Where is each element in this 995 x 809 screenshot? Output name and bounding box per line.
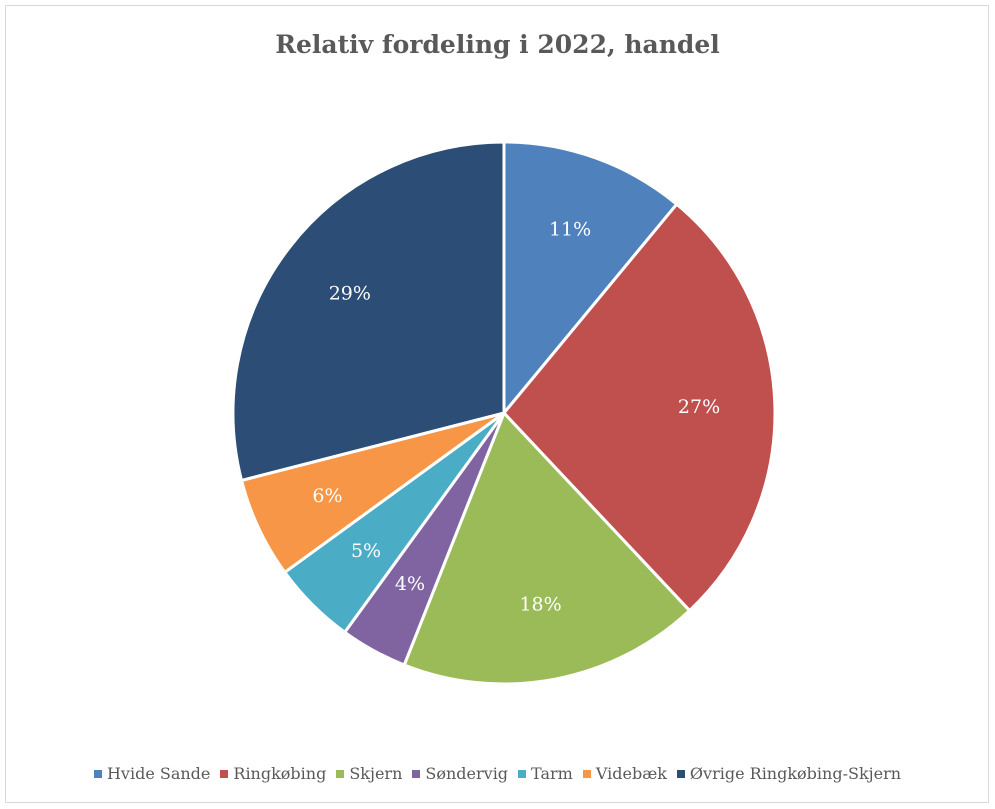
chart-title: Relativ fordeling i 2022, handel — [275, 30, 720, 59]
legend-item-skjern: Skjern — [336, 764, 402, 783]
legend-swatch — [220, 769, 229, 778]
legend-swatch — [582, 769, 591, 778]
pie-slice-ringkøbing — [502, 202, 777, 613]
data-label-skjern: 18% — [519, 594, 561, 616]
data-label-videbæk: 6% — [312, 485, 342, 507]
legend-label: Øvrige Ringkøbing-Skjern — [689, 764, 902, 783]
data-label-søndervig: 4% — [395, 573, 425, 595]
data-label-øvrige-ringkøbing-skjern: 29% — [329, 282, 371, 304]
legend-label: Ringkøbing — [233, 764, 327, 783]
legend-swatch — [518, 769, 527, 778]
legend-item-ringkøbing: Ringkøbing — [220, 764, 326, 783]
legend-label: Tarm — [531, 764, 573, 783]
pie-slice-skjern — [402, 411, 692, 686]
legend-swatch — [93, 769, 102, 778]
data-label-tarm: 5% — [351, 540, 381, 562]
legend-label: Skjern — [349, 764, 403, 783]
legend-item-øvrige-ringkøbing-skjern: Øvrige Ringkøbing-Skjern — [676, 764, 902, 783]
pie-slice-øvrige-ringkøbing-skjern — [231, 140, 506, 482]
legend-item-hvide-sande: Hvide Sande — [93, 764, 211, 783]
legend-label: Hvide Sande — [106, 764, 211, 783]
legend-swatch — [336, 769, 345, 778]
pie-slice-hvide-sande — [502, 140, 679, 415]
legend-item-søndervig: Søndervig — [412, 764, 508, 783]
data-label-hvide-sande: 11% — [549, 218, 591, 240]
legend-swatch — [676, 769, 685, 778]
legend-item-videbæk: Videbæk — [582, 764, 667, 783]
data-label-ringkøbing: 27% — [678, 396, 720, 418]
chart-legend: Hvide Sande Ringkøbing Skjern Søndervig Tarm… — [0, 764, 995, 783]
legend-label: Videbæk — [595, 764, 667, 783]
legend-label: Søndervig — [425, 764, 509, 783]
legend-item-tarm: Tarm — [518, 764, 573, 783]
legend-swatch — [412, 769, 421, 778]
